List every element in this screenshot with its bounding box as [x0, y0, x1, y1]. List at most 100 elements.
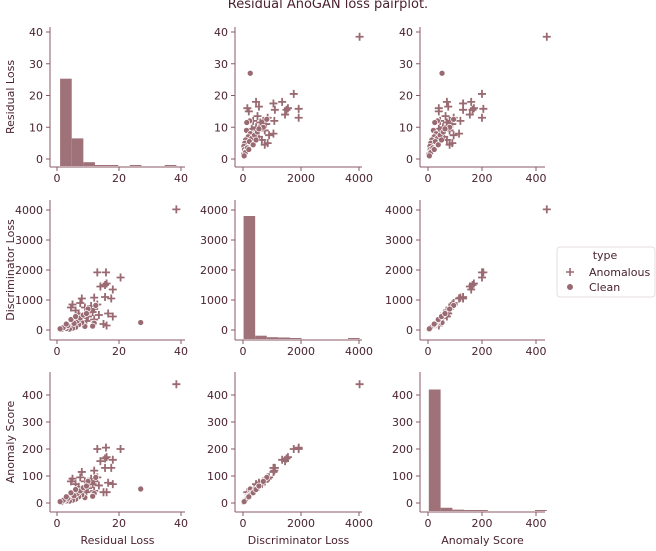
x-tick-label: 4000 — [345, 172, 373, 185]
point-clean — [430, 320, 438, 328]
point-anomalous — [252, 97, 261, 106]
point-clean — [67, 489, 75, 497]
y-tick-label: 10 — [29, 121, 43, 134]
x-tick-label: 200 — [472, 172, 493, 185]
point-anomalous — [283, 104, 292, 113]
point-clean — [434, 141, 442, 149]
point-clean — [249, 141, 257, 149]
point-clean — [430, 146, 438, 153]
x-tick-label: 40 — [174, 517, 188, 530]
point-anomalous — [108, 285, 117, 294]
y-tick-label: 2000 — [200, 264, 228, 277]
point-anomalous — [256, 118, 265, 127]
x-tick-label: 4000 — [345, 517, 373, 530]
x-tick-label: 0 — [425, 517, 432, 530]
legend: type Anomalous Clean — [556, 246, 656, 298]
point-clean — [92, 474, 100, 481]
y-tick-label: 40 — [399, 26, 413, 39]
histogram-bar — [129, 165, 142, 166]
point-anomalous — [282, 105, 291, 114]
point-anomalous — [442, 118, 451, 127]
x-tick-label: 2000 — [287, 345, 315, 358]
point-clean — [259, 478, 267, 485]
point-clean — [446, 305, 453, 313]
point-anomalous — [469, 279, 478, 288]
point-anomalous — [449, 131, 458, 140]
point-anomalous — [94, 481, 103, 490]
y-tick-label: 0 — [406, 324, 413, 337]
point-anomalous — [77, 467, 86, 476]
point-anomalous — [265, 131, 274, 140]
y-tick-label: 0 — [36, 497, 43, 510]
point-anomalous — [88, 308, 97, 316]
point-anomalous — [281, 110, 290, 119]
point-anomalous — [281, 457, 290, 466]
point-anomalous — [441, 112, 450, 121]
point-anomalous — [269, 99, 278, 108]
y-tick-label: 0 — [221, 497, 228, 510]
y-tick-label: 2000 — [385, 264, 413, 277]
x-tick-label: 400 — [526, 517, 547, 530]
point-anomalous — [99, 320, 108, 328]
point-clean — [92, 302, 100, 309]
x-axis-label: Anomaly Score — [441, 534, 524, 547]
point-anomalous — [355, 32, 364, 41]
histogram-bar — [428, 389, 441, 511]
point-clean — [431, 119, 439, 126]
panel-1-0: 0 1000 2000 3000 4000 0 20 40 Discriminator Loss — [4, 200, 188, 358]
y-tick-label: 400 — [22, 389, 43, 402]
point-anomalous — [465, 282, 474, 291]
point-anomalous — [101, 463, 110, 472]
point-anomalous — [104, 309, 113, 318]
y-axis-label: Residual Loss — [4, 60, 17, 134]
point-clean — [245, 146, 253, 153]
point-anomalous — [96, 457, 105, 466]
y-tick-label: 0 — [36, 324, 43, 337]
panel-0-1: 0 10 20 30 40 0 2000 4000 — [214, 26, 373, 185]
x-tick-label: 0 — [240, 172, 247, 185]
legend-box — [556, 246, 656, 298]
y-tick-label: 10 — [399, 121, 413, 134]
y-tick-label: 30 — [214, 58, 228, 71]
y-tick-label: 0 — [406, 153, 413, 166]
point-anomalous — [278, 97, 287, 106]
point-clean — [441, 125, 449, 133]
y-tick-label: 100 — [22, 470, 43, 483]
point-clean — [450, 115, 457, 123]
point-anomalous — [468, 105, 477, 114]
point-clean — [62, 320, 70, 328]
y-tick-label: 40 — [29, 26, 43, 39]
x-tick-label: 20 — [112, 517, 126, 530]
y-tick-label: 3000 — [200, 234, 228, 247]
x-axis-label: Residual Loss — [80, 534, 154, 547]
y-tick-label: 0 — [221, 153, 228, 166]
x-axis-label: Discriminator Loss — [248, 534, 350, 547]
point-anomalous — [102, 453, 111, 462]
point-clean — [83, 482, 90, 490]
point-anomalous — [108, 455, 117, 464]
x-tick-label: 20 — [112, 345, 126, 358]
point-anomalous — [283, 453, 292, 462]
point-clean — [72, 313, 79, 320]
point-anomalous — [294, 445, 303, 453]
point-clean — [67, 316, 75, 323]
panel-0-0: 0 10 20 30 40 0 20 40 Residual Loss — [4, 26, 188, 185]
point-clean — [255, 125, 263, 133]
histogram-bar — [83, 162, 95, 166]
point-clean — [56, 498, 64, 505]
y-tick-label: 20 — [399, 90, 413, 103]
point-anomalous — [104, 478, 113, 487]
point-anomalous — [444, 102, 453, 111]
histogram-bar — [243, 216, 256, 339]
point-anomalous — [254, 102, 263, 111]
y-tick-label: 300 — [207, 416, 228, 429]
point-clean — [83, 310, 90, 317]
point-anomalous — [478, 268, 486, 277]
circle-marker-icon — [567, 284, 573, 290]
x-tick-label: 0 — [54, 345, 61, 358]
histogram-bar — [71, 138, 84, 166]
point-clean — [246, 69, 254, 77]
point-anomalous — [116, 445, 125, 453]
x-tick-label: 200 — [472, 345, 493, 358]
